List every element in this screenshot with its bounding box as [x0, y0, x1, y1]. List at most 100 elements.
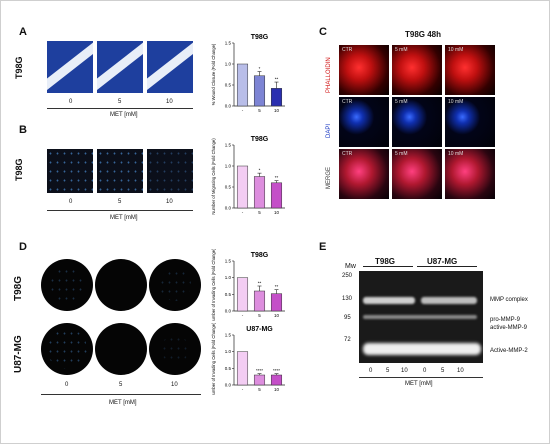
met-axis-label: MET [mM]: [405, 381, 433, 387]
merge-ctr-image: CTR: [339, 149, 389, 199]
significance-label: ****: [256, 368, 263, 373]
met-axis-label: MET [mM]: [110, 215, 138, 221]
zymogram-blot: [359, 271, 483, 363]
bar: [236, 165, 249, 209]
x-tick-label: 10: [274, 210, 280, 215]
dose-label: 5: [118, 199, 122, 205]
axis-rule: [41, 394, 201, 395]
bar: [236, 63, 249, 107]
y-tick-label: 0.0: [225, 309, 232, 314]
phalloidin-10mm-image: 10 mM: [445, 45, 495, 95]
bar: [253, 374, 266, 386]
chart-title: U87-MG: [246, 326, 273, 333]
panel-a-row-label: T98G: [14, 56, 24, 79]
mw-marker: 130: [342, 296, 353, 302]
x-tick-label: -: [242, 387, 244, 392]
invasion-u87-5: [95, 323, 147, 375]
cell-line-u87: U87-MG: [427, 257, 458, 266]
invading-cells-u87-chart: U87-MG Number of Invading Cells (Fold Cha…: [211, 323, 285, 395]
significance-label: *: [259, 66, 261, 71]
stain-label-dapi: DAPI: [326, 123, 332, 138]
lane-label: 5: [386, 368, 390, 374]
x-tick-label: 5: [258, 210, 261, 215]
merge-10mm-image: 10 mM: [445, 149, 495, 199]
y-tick-label: 1.5: [225, 41, 232, 46]
wound-image-0: [47, 41, 93, 93]
y-tick-label: 1.5: [225, 143, 232, 148]
y-axis-label: Number of Invading Cells (Fold Change): [211, 323, 216, 395]
dapi-ctr-image: CTR: [339, 97, 389, 147]
migrating-cells-chart: T98G Number of Migrating Cells (Fold Chan…: [211, 136, 285, 215]
cell-line-t98g: T98G: [375, 257, 396, 266]
x-tick-label: -: [242, 108, 244, 113]
dose-label: 0: [65, 382, 69, 388]
lane-label: 10: [457, 368, 464, 374]
invasion-t98g-10: [149, 259, 201, 311]
y-tick-label: 1.5: [225, 333, 232, 338]
y-tick-label: 0.5: [225, 185, 232, 190]
panel-b-row-label: T98G: [14, 158, 24, 181]
y-tick-label: 1.0: [225, 164, 232, 169]
bar: [270, 293, 283, 312]
phalloidin-ctr-image: CTR: [339, 45, 389, 95]
bar: [270, 182, 283, 209]
band-label-active-mmp9: active-MMP-9: [490, 325, 528, 331]
axis-rule: [359, 377, 483, 378]
merge-5mm-image: 5 mM: [392, 149, 442, 199]
wound-closure-chart: T98G % Wound Closure (Fold Change) 0.0 0.5 1…: [211, 34, 285, 113]
dose-label: 10: [171, 382, 178, 388]
significance-label: **: [275, 175, 279, 180]
wound-image-10: [147, 41, 193, 93]
significance-label: **: [258, 281, 262, 286]
migration-image-5: [97, 149, 143, 193]
band-label-mmp-complex: MMP complex: [490, 297, 528, 303]
dose-label: 10: [166, 199, 173, 205]
bar: [253, 290, 266, 312]
panel-c-title: T98G 48h: [405, 30, 442, 39]
mw-marker: 72: [344, 337, 351, 343]
dose-label: 0: [69, 199, 73, 205]
band-label-pro-mmp9: pro-MMP-9: [490, 317, 521, 323]
x-tick-label: 5: [258, 108, 261, 113]
y-tick-label: 1.0: [225, 349, 232, 354]
invasion-t98g-5: [95, 259, 147, 311]
invasion-u87-0: [41, 323, 93, 375]
dose-label: 10: [166, 99, 173, 105]
met-axis-label: MET [mM]: [109, 400, 137, 406]
significance-label: *: [259, 168, 261, 173]
bar: [253, 176, 266, 209]
x-tick-label: 5: [258, 387, 261, 392]
chart-title: T98G: [251, 136, 269, 143]
y-tick-label: 0.0: [225, 104, 232, 109]
panel-e-label: E: [319, 241, 327, 253]
lane-label: 0: [423, 368, 427, 374]
y-tick-label: 0.5: [225, 366, 232, 371]
y-axis-label: Number of Invading Cells (Fold Change): [211, 249, 216, 321]
bar: [270, 374, 283, 386]
panel-c-label: C: [319, 26, 327, 38]
y-tick-label: 0.0: [225, 383, 232, 388]
axis-rule: [47, 108, 193, 109]
stain-label-merge: MERGE: [326, 166, 332, 189]
bar: [236, 351, 249, 386]
panel-b-label: B: [19, 124, 27, 136]
y-axis-label: % Wound Closure (Fold Change): [211, 43, 216, 105]
x-tick-label: -: [242, 313, 244, 318]
x-tick-label: -: [242, 210, 244, 215]
met-axis-label: MET [mM]: [110, 112, 138, 118]
mw-marker: 250: [342, 273, 353, 279]
dose-label: 5: [118, 99, 122, 105]
significance-label: **: [275, 77, 279, 82]
y-tick-label: 1.5: [225, 259, 232, 264]
y-axis-label: Number of Migrating Cells (Fold Change): [211, 138, 216, 215]
panel-a-label: A: [19, 26, 27, 38]
invasion-u87-10: [149, 323, 201, 375]
dose-label: 5: [119, 382, 123, 388]
bar: [236, 277, 249, 312]
phalloidin-5mm-image: 5 mM: [392, 45, 442, 95]
bar: [270, 88, 283, 107]
dose-label: 0: [69, 99, 73, 105]
dapi-5mm-image: 5 mM: [392, 97, 442, 147]
lane-label: 0: [369, 368, 373, 374]
